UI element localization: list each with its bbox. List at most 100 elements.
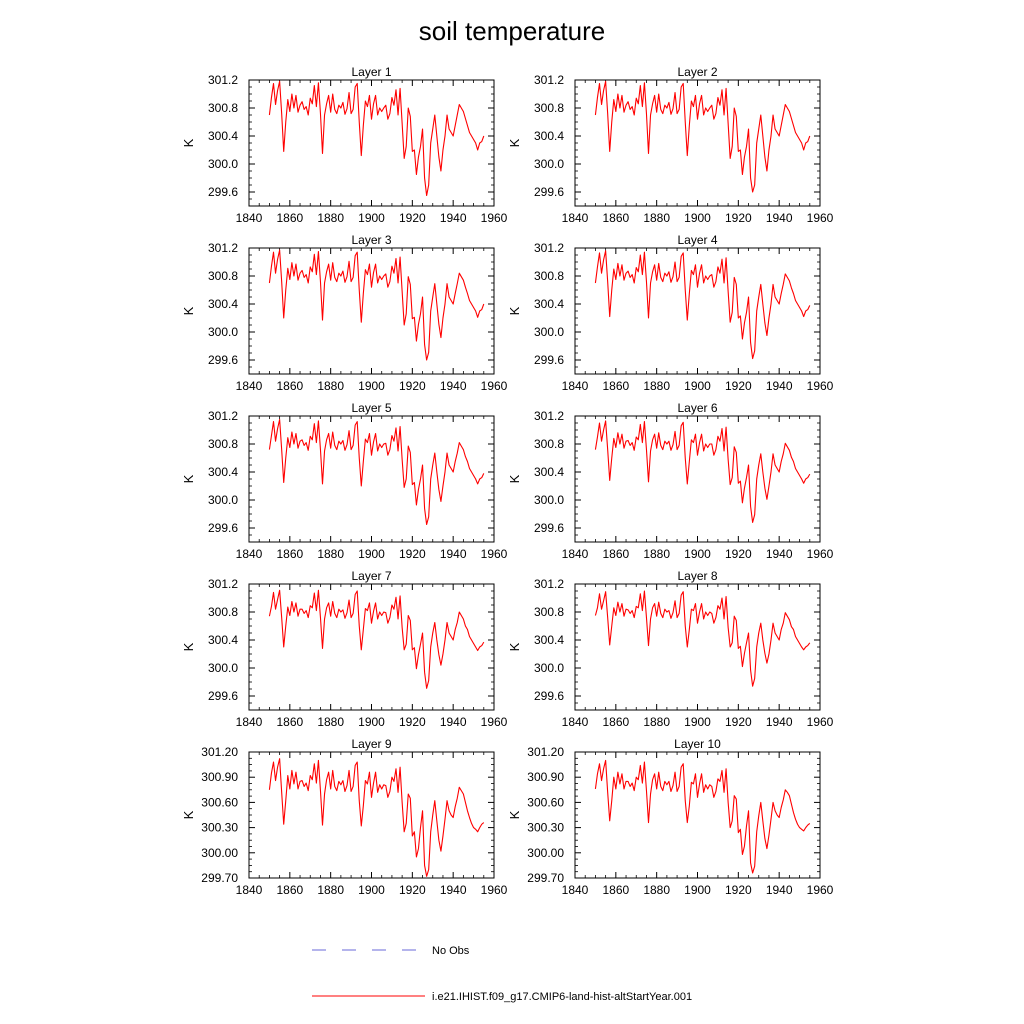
legend-no-obs-label: No Obs — [432, 945, 470, 957]
y-axis-label: K — [181, 138, 196, 147]
x-tick-label: 1880 — [317, 379, 344, 393]
x-tick-label: 1940 — [440, 715, 467, 729]
x-tick-label: 1840 — [236, 715, 263, 729]
y-axis-label: K — [507, 810, 522, 819]
y-axis-label: K — [507, 642, 522, 651]
y-tick-label: 300.8 — [208, 605, 238, 619]
x-tick-label: 1940 — [766, 883, 793, 897]
plot-frame — [574, 751, 821, 879]
x-tick-label: 1900 — [684, 379, 711, 393]
x-tick-label: 1860 — [602, 883, 629, 897]
x-tick-label: 1880 — [643, 211, 670, 225]
panel-title: Layer 4 — [677, 233, 717, 247]
x-tick-label: 1960 — [807, 715, 834, 729]
y-tick-label: 300.30 — [201, 821, 238, 835]
y-tick-label: 299.6 — [534, 185, 564, 199]
x-tick-label: 1900 — [358, 211, 385, 225]
y-axis-label: K — [507, 138, 522, 147]
y-tick-label: 301.20 — [527, 745, 564, 759]
x-tick-label: 1920 — [399, 715, 426, 729]
y-tick-label: 300.90 — [527, 770, 564, 784]
x-tick-label: 1920 — [725, 547, 752, 561]
plot-frame — [574, 415, 821, 543]
x-tick-label: 1920 — [399, 379, 426, 393]
series-line — [594, 420, 811, 523]
plot-frame — [574, 583, 821, 711]
y-tick-label: 299.6 — [208, 689, 238, 703]
x-tick-label: 1900 — [684, 547, 711, 561]
x-tick-label: 1940 — [440, 379, 467, 393]
y-tick-label: 299.70 — [201, 871, 238, 885]
x-tick-label: 1940 — [766, 211, 793, 225]
x-tick-label: 1880 — [643, 715, 670, 729]
x-tick-label: 1840 — [236, 547, 263, 561]
panel-title: Layer 8 — [677, 569, 717, 583]
panel-title: Layer 1 — [351, 65, 391, 79]
x-tick-label: 1940 — [766, 379, 793, 393]
series-line — [268, 418, 485, 526]
panel-title: Layer 9 — [351, 737, 391, 751]
x-tick-label: 1960 — [807, 379, 834, 393]
y-tick-label: 300.4 — [208, 297, 238, 311]
layer-panel-3: 1840 1860 1880 1900 1920 1940 1960 301.2 300.8 30… — [181, 233, 508, 393]
x-tick-label: 1960 — [481, 211, 508, 225]
y-tick-label: 301.2 — [534, 409, 564, 423]
x-tick-label: 1940 — [440, 883, 467, 897]
x-tick-label: 1960 — [807, 883, 834, 897]
x-tick-label: 1920 — [399, 883, 426, 897]
panel-title: Layer 3 — [351, 233, 391, 247]
x-tick-label: 1900 — [358, 379, 385, 393]
y-tick-label: 300.30 — [527, 821, 564, 835]
x-tick-label: 1840 — [562, 715, 589, 729]
x-tick-label: 1840 — [562, 379, 589, 393]
y-tick-label: 301.2 — [534, 241, 564, 255]
x-tick-label: 1880 — [317, 715, 344, 729]
x-tick-label: 1840 — [236, 211, 263, 225]
y-tick-label: 300.90 — [201, 770, 238, 784]
x-tick-label: 1860 — [276, 211, 303, 225]
x-tick-label: 1880 — [317, 883, 344, 897]
y-tick-label: 301.20 — [201, 745, 238, 759]
y-tick-label: 301.2 — [534, 73, 564, 87]
layer-panel-6: 1840 1860 1880 1900 1920 1940 1960 301.2 300.8 30… — [507, 401, 834, 561]
x-tick-label: 1880 — [643, 379, 670, 393]
x-tick-label: 1940 — [766, 547, 793, 561]
y-tick-label: 300.4 — [208, 129, 238, 143]
y-tick-label: 301.2 — [534, 577, 564, 591]
series-line — [594, 759, 811, 874]
layer-panel-4: 1840 1860 1880 1900 1920 1940 1960 301.2 300.8 30… — [507, 233, 834, 393]
y-tick-label: 300.8 — [534, 437, 564, 451]
legend: No Obs i.e21.IHIST.f09_g17.CMIP6-land-hi… — [312, 945, 692, 1003]
y-tick-label: 300.8 — [534, 605, 564, 619]
legend-model-label: i.e21.IHIST.f09_g17.CMIP6-land-hist-altS… — [432, 991, 692, 1003]
x-tick-label: 1900 — [684, 883, 711, 897]
x-tick-label: 1860 — [276, 883, 303, 897]
plot-frame — [248, 415, 495, 543]
layer-panel-7: 1840 1860 1880 1900 1920 1940 1960 301.2 300.8 30… — [181, 569, 508, 729]
layer-panel-8: 1840 1860 1880 1900 1920 1940 1960 301.2 300.8 30… — [507, 569, 834, 729]
figure-title: soil temperature — [419, 16, 605, 46]
y-tick-label: 300.0 — [208, 661, 238, 675]
y-tick-label: 300.4 — [208, 633, 238, 647]
series-line — [268, 249, 485, 361]
series-line — [594, 250, 811, 360]
y-tick-label: 300.0 — [534, 157, 564, 171]
x-tick-label: 1880 — [317, 547, 344, 561]
panel-title: Layer 7 — [351, 569, 391, 583]
x-tick-label: 1860 — [276, 547, 303, 561]
x-tick-label: 1960 — [807, 547, 834, 561]
x-tick-label: 1960 — [481, 883, 508, 897]
x-tick-label: 1900 — [358, 883, 385, 897]
y-axis-label: K — [507, 306, 522, 315]
y-tick-label: 300.60 — [201, 795, 238, 809]
panel-title: Layer 6 — [677, 401, 717, 415]
panels-group: 1840 1860 1880 1900 1920 1940 1960 301.2 300.8 30… — [181, 65, 834, 897]
layer-panel-2: 1840 1860 1880 1900 1920 1940 1960 301.2 300.8 30… — [507, 65, 834, 225]
x-tick-label: 1900 — [684, 211, 711, 225]
y-tick-label: 300.8 — [208, 437, 238, 451]
y-tick-label: 300.0 — [534, 661, 564, 675]
y-tick-label: 301.2 — [208, 577, 238, 591]
y-tick-label: 300.8 — [208, 269, 238, 283]
y-tick-label: 301.2 — [208, 409, 238, 423]
y-tick-label: 300.00 — [527, 846, 564, 860]
